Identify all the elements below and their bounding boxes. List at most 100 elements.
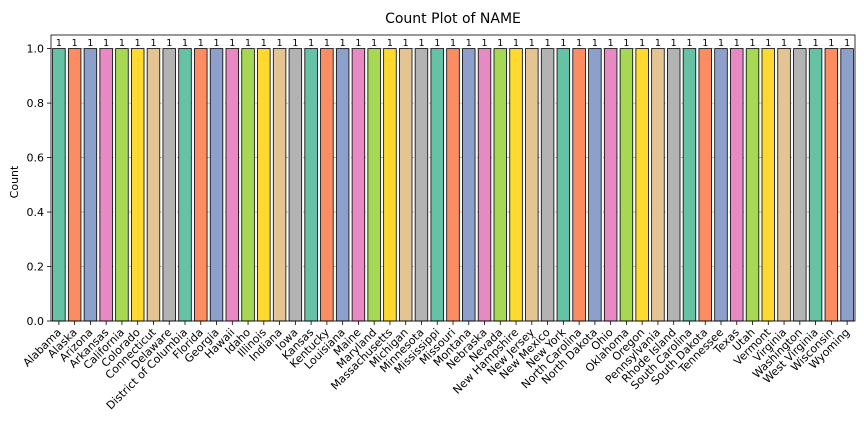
bar-pennsylvania <box>651 48 665 322</box>
y-tick-label: 0.6 <box>27 152 45 165</box>
bar-arizona <box>83 48 98 322</box>
bar-value-label: 1 <box>513 38 519 49</box>
bar-oklahoma <box>619 48 634 322</box>
x-ticks: AlabamaAlaskaArizonaArkansasCaliforniaCo… <box>21 321 852 412</box>
bar-ohio <box>603 48 618 322</box>
bar-value-label: 1 <box>182 38 188 49</box>
bar-value-label: 1 <box>418 38 424 49</box>
bar-maine <box>351 48 366 322</box>
bar-michigan <box>398 48 413 322</box>
bar-value-label: 1 <box>119 38 125 49</box>
bar-value-label: 1 <box>214 38 220 49</box>
bar-value-label: 1 <box>56 38 62 49</box>
bar-value-label: 1 <box>529 38 535 49</box>
bar-value-label: 1 <box>828 38 834 49</box>
bar-value-label: 1 <box>655 38 661 49</box>
bar-value-label: 1 <box>734 38 740 49</box>
bar-florida <box>194 48 208 322</box>
bar-west-virginia <box>808 48 823 322</box>
y-tick-label: 0.8 <box>27 97 45 110</box>
bar-value-label: 1 <box>702 38 708 49</box>
bar-virginia <box>777 48 791 322</box>
bar-rhode-island <box>667 48 681 322</box>
bar-washington <box>793 48 807 322</box>
bar-value-label: 1 <box>387 38 393 49</box>
bar-value-label: 1 <box>355 38 361 49</box>
bar-wyoming <box>840 48 854 322</box>
bar-kansas <box>304 48 318 322</box>
bar-south-carolina <box>682 48 697 322</box>
bar-value-label: 1 <box>781 38 787 49</box>
bar-value-label: 1 <box>292 38 298 49</box>
bar-value-label: 1 <box>497 38 503 49</box>
bar-arkansas <box>99 48 113 322</box>
bar-maryland <box>367 48 381 322</box>
bar-value-label: 1 <box>545 38 551 49</box>
bar-mississippi <box>430 48 444 322</box>
bar-value-label: 1 <box>750 38 756 49</box>
bar-value-label: 1 <box>277 38 283 49</box>
bar-connecticut <box>146 48 161 322</box>
bar-value-label: 1 <box>103 38 109 49</box>
bar-south-dakota <box>698 48 712 322</box>
bar-wisconsin <box>824 48 839 322</box>
bar-new-jersey <box>525 48 539 322</box>
bar-value-label: 1 <box>403 38 409 49</box>
y-axis-label: Count <box>8 165 21 198</box>
bar-value-label: 1 <box>245 38 251 49</box>
bar-value-label: 1 <box>608 38 614 49</box>
bar-value-label: 1 <box>150 38 156 49</box>
bar-value-label: 1 <box>87 38 93 49</box>
bar-oregon <box>635 48 649 322</box>
bar-value-label: 1 <box>434 38 440 49</box>
bar-value-label: 1 <box>324 38 330 49</box>
bar-tennessee <box>714 48 728 322</box>
bar-value-label: 1 <box>765 38 771 49</box>
bar-value-label: 1 <box>340 38 346 49</box>
y-tick-label: 0.4 <box>27 206 45 219</box>
bar-value-label: 1 <box>371 38 377 49</box>
bar-value-label: 1 <box>686 38 692 49</box>
bar-illinois <box>257 48 271 322</box>
bar-value-label: 1 <box>844 38 850 49</box>
bar-minnesota <box>414 48 429 322</box>
bars <box>52 48 854 322</box>
bar-nevada <box>493 48 507 322</box>
y-ticks: 0.0 0.2 0.4 0.6 0.8 1.0 <box>27 43 51 328</box>
y-tick-label: 0.0 <box>27 315 45 328</box>
bar-new-hampshire <box>509 48 523 322</box>
bar-value-label: 1 <box>450 38 456 49</box>
bar-alaska <box>67 48 82 322</box>
bar-new-york <box>556 48 571 322</box>
bar-value-label: 1 <box>466 38 472 49</box>
bar-value-label: 1 <box>671 38 677 49</box>
bar-value-label: 1 <box>797 38 803 49</box>
bar-value-label: 1 <box>639 38 645 49</box>
bar-alabama <box>52 48 66 322</box>
bar-value-label: 1 <box>308 38 314 49</box>
bar-value-label: 1 <box>166 38 172 49</box>
bar-kentucky <box>320 48 334 322</box>
bar-massachusetts <box>383 48 397 322</box>
bar-value-label: 1 <box>718 38 724 49</box>
bar-value-label: 1 <box>261 38 267 49</box>
bar-value-label: 1 <box>135 38 141 49</box>
bar-indiana <box>272 48 287 322</box>
bar-montana <box>462 48 476 322</box>
bar-hawaii <box>225 48 240 322</box>
bar-value-label: 1 <box>576 38 582 49</box>
bar-iowa <box>288 48 303 322</box>
bar-texas <box>730 48 744 322</box>
bar-louisiana <box>335 48 350 322</box>
bar-value-label: 1 <box>560 38 566 49</box>
bar-north-dakota <box>588 48 602 322</box>
bar-california <box>115 48 129 322</box>
bar-missouri <box>446 48 460 322</box>
bar-value-label: 1 <box>592 38 598 49</box>
chart-title: Count Plot of NAME <box>385 11 521 27</box>
bar-nebraska <box>477 48 492 322</box>
y-tick-label: 1.0 <box>27 43 45 56</box>
